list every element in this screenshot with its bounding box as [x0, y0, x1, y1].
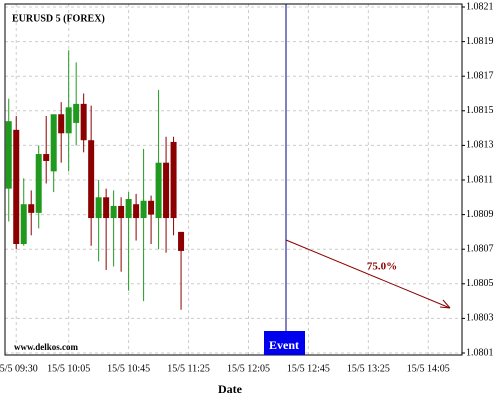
candle-body — [5, 121, 12, 189]
candle-body — [103, 197, 110, 219]
candle-body — [163, 162, 170, 219]
candle-body — [73, 103, 80, 123]
y-tick-label: 1.0815 — [466, 105, 494, 116]
y-tick-label: 1.0811 — [466, 174, 493, 185]
candle-body — [95, 197, 102, 219]
y-tick-label: 1.0821 — [466, 1, 494, 12]
y-tick-label: 1.0813 — [466, 140, 494, 151]
candle-body — [13, 129, 20, 245]
candle-body — [110, 205, 117, 219]
event-label: Event — [269, 338, 299, 352]
x-tick-label: 15/5 12:45 — [287, 363, 330, 374]
candle-body — [80, 103, 87, 141]
x-tick-label: 15/5 11:25 — [167, 363, 210, 374]
arrow-head — [439, 299, 451, 309]
candle-body — [140, 200, 147, 219]
x-tick-label: 15/5 09:30 — [0, 363, 38, 374]
candle-body — [155, 162, 162, 219]
y-tick-label: 1.0807 — [466, 243, 494, 254]
chart-title: EURUSD 5 (FOREX) — [12, 13, 105, 24]
watermark: www.delkos.com — [14, 342, 79, 352]
candle-body — [125, 199, 132, 219]
candle-body — [28, 204, 35, 213]
x-tick-label: 15/5 10:05 — [47, 363, 90, 374]
x-tick-label: 15/5 12:05 — [227, 363, 270, 374]
candle-body — [43, 154, 50, 161]
event-box — [264, 331, 305, 355]
y-tick-label: 1.0819 — [466, 36, 494, 47]
candle-body — [178, 231, 185, 251]
candle-body — [20, 204, 27, 245]
candle-body — [133, 204, 140, 219]
candle-body — [170, 141, 177, 219]
candle-body — [50, 114, 57, 172]
x-tick-label: 15/5 14:05 — [407, 363, 450, 374]
y-tick-label: 1.0817 — [466, 70, 494, 81]
candle-body — [148, 200, 155, 215]
y-tick-label: 1.0803 — [466, 313, 494, 324]
projection-label: 75.0% — [367, 261, 397, 273]
candle-body — [35, 154, 42, 213]
projection-arrow — [285, 239, 451, 309]
y-tick-label: 1.0809 — [466, 209, 494, 220]
candle-body — [65, 107, 72, 134]
x-axis-label: Date — [218, 382, 243, 396]
candle-body — [58, 114, 65, 134]
y-tick-label: 1.0805 — [466, 278, 494, 289]
candle-body — [118, 205, 125, 219]
x-tick-label: 15/5 10:45 — [107, 363, 150, 374]
candle-body — [88, 140, 95, 219]
x-tick-label: 15/5 13:25 — [347, 363, 390, 374]
y-tick-label: 1.0801 — [466, 347, 494, 358]
